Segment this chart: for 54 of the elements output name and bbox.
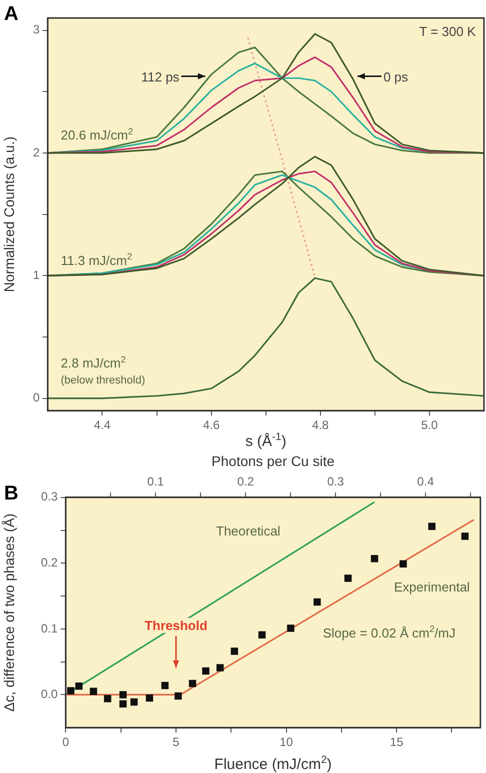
x-tick-label: 0 — [62, 735, 70, 750]
y-tick-label: 0 — [32, 390, 40, 405]
y-axis-title: Δc, difference of two phases (Å) — [1, 513, 17, 712]
y-tick-label: 0.1 — [40, 621, 58, 636]
point — [75, 682, 83, 690]
x-tick-label: 4.8 — [312, 418, 330, 432]
point — [370, 554, 378, 562]
annotation: 0 ps — [383, 69, 409, 84]
point — [258, 631, 266, 638]
x-tick-label: 15 — [390, 735, 404, 750]
x-tick-label: 5 — [172, 735, 180, 750]
point — [216, 664, 224, 672]
x2-tick-label: 0.4 — [417, 474, 434, 489]
annotation: Threshold — [144, 618, 208, 633]
annotation: 112 ps — [141, 69, 180, 84]
y-tick-label: 2 — [32, 145, 40, 160]
y-axis-title: Normalized Counts (a.u.) — [1, 136, 17, 292]
annotation: T = 300 K — [419, 24, 476, 39]
point — [230, 648, 238, 655]
point — [344, 574, 352, 582]
annotation: Theoretical — [216, 523, 280, 538]
point — [174, 692, 182, 700]
point — [400, 560, 407, 568]
annotation: Experimental — [394, 579, 470, 594]
x-tick-label: 10 — [280, 735, 294, 750]
x2-axis-title: Photons per Cu site — [212, 453, 335, 469]
point — [314, 598, 321, 606]
point — [287, 624, 294, 632]
point — [130, 698, 138, 706]
annotation: (below threshold) — [60, 374, 146, 386]
text: B — [4, 482, 18, 504]
x2-tick-label: 0.3 — [327, 474, 344, 489]
y-tick-label: 1 — [32, 268, 40, 282]
x-tick-label: 5.0 — [421, 418, 438, 432]
y-tick-label: 0.0 — [40, 687, 58, 702]
x-tick-label: 4.4 — [94, 418, 111, 432]
x2-tick-label: 0.1 — [147, 474, 164, 489]
point — [146, 694, 154, 702]
point — [104, 695, 112, 702]
point — [67, 687, 74, 694]
x2-tick-label: 0.2 — [237, 474, 254, 489]
point — [461, 532, 469, 540]
y-tick-label: 3 — [32, 22, 40, 37]
x-tick-label: 4.6 — [202, 418, 220, 432]
point — [161, 682, 169, 690]
text: A — [4, 3, 18, 25]
y-tick-label: 0.2 — [40, 555, 58, 570]
point — [202, 667, 210, 675]
y-tick-label: 0.3 — [40, 490, 58, 504]
point — [188, 680, 196, 688]
point — [119, 700, 127, 708]
point — [428, 522, 436, 530]
point — [90, 688, 98, 696]
point — [119, 691, 127, 698]
